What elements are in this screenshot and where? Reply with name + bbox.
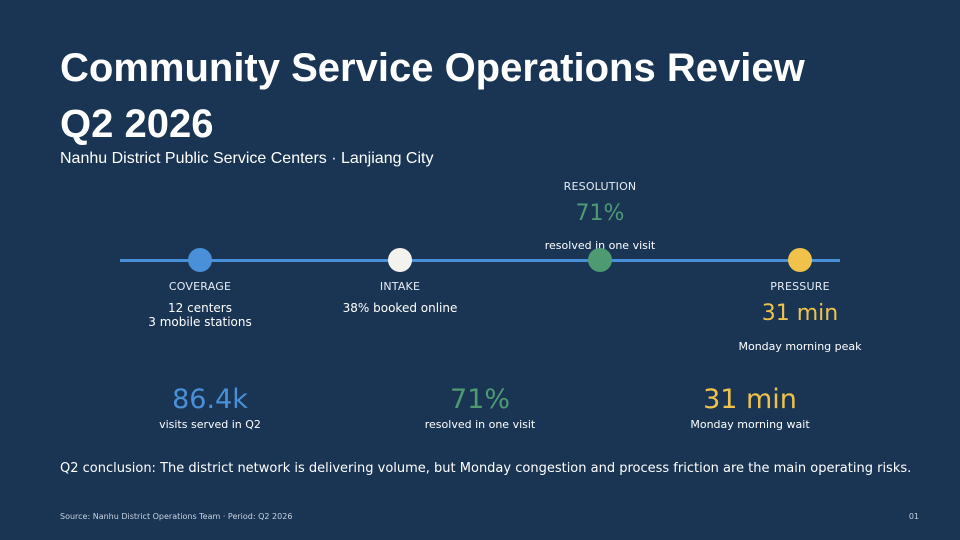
stat-resolution-value: 71% (449, 384, 511, 415)
stat-visits-caption: visits served in Q2 (159, 418, 261, 431)
pressure-text: Monday morning peak (738, 340, 862, 353)
stat-visits-value: 86.4k (172, 384, 248, 415)
stat-wait-value: 31 min (703, 384, 797, 415)
resolution-dot (588, 248, 612, 272)
intake-text: 38% booked online (342, 301, 458, 315)
title-line-2: Q2 2026 (60, 102, 214, 146)
stat-wait-caption: Monday morning wait (690, 418, 810, 431)
timeline-line (120, 259, 840, 262)
pressure-label: PRESSURE (770, 280, 830, 293)
coverage-line-2: 3 mobile stations (148, 315, 252, 329)
stat-resolution-caption: resolved in one visit (424, 418, 536, 431)
title-line-1: Community Service Operations Review (60, 46, 805, 90)
footer-source: Source: Nanhu District Operations Team ·… (60, 512, 293, 521)
intake-label: INTAKE (379, 280, 421, 293)
slide-subtitle: Nanhu District Public Service Centers · … (60, 150, 434, 167)
resolution-value: 71% (575, 201, 625, 226)
conclusion-text: Q2 conclusion: The district network is d… (60, 461, 912, 476)
resolution-label: RESOLUTION (563, 180, 637, 193)
slide-title: Community Service Operations Review Q2 2… (60, 40, 920, 152)
pressure-dot (788, 248, 812, 272)
coverage-text: 12 centers 3 mobile stations (148, 301, 252, 329)
intake-dot (388, 248, 412, 272)
resolution-text: resolved in one visit (544, 239, 656, 252)
coverage-dot (188, 248, 212, 272)
page-number: 01 (908, 512, 919, 521)
coverage-line-1: 12 centers (168, 301, 232, 315)
pressure-value: 31 min (761, 301, 839, 326)
coverage-label: COVERAGE (168, 280, 232, 293)
